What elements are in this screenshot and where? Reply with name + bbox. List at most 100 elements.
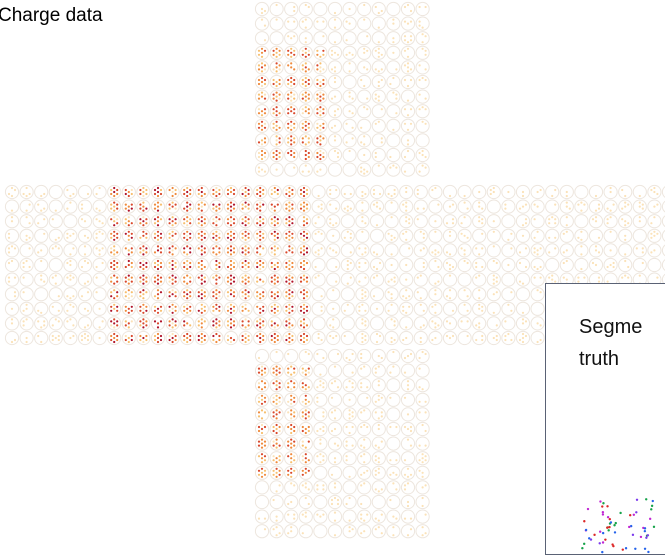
pmt (328, 452, 341, 465)
pmt (328, 148, 341, 161)
hit (388, 291, 390, 293)
hit (376, 268, 378, 270)
hit (288, 293, 290, 295)
pmt-outline (473, 331, 486, 344)
hit (128, 279, 130, 281)
pmt-outline (20, 244, 33, 257)
hit (349, 110, 351, 112)
hit (276, 52, 278, 54)
pmt (356, 288, 369, 301)
hit (201, 202, 203, 204)
pmt-outline (314, 32, 327, 45)
hit (290, 453, 292, 455)
hit (315, 277, 317, 279)
pmt (299, 495, 312, 508)
hit (264, 445, 266, 447)
pmt (210, 200, 223, 213)
hit (110, 251, 112, 253)
pmt (343, 148, 356, 161)
hit (493, 187, 495, 189)
hit (291, 233, 293, 235)
hit (55, 210, 57, 212)
hit (358, 281, 360, 283)
hit (363, 520, 365, 522)
pmt (531, 317, 544, 330)
hit (279, 532, 281, 534)
hit (361, 216, 363, 218)
hit (277, 233, 279, 235)
pmt-outline (531, 215, 544, 228)
hit (52, 218, 54, 220)
hit (407, 534, 409, 536)
hit (69, 260, 71, 262)
hit (291, 237, 293, 239)
hit (344, 335, 346, 337)
hit (37, 335, 39, 337)
hit (96, 193, 98, 195)
hit (264, 123, 266, 125)
hit (218, 339, 220, 341)
pmt (166, 331, 179, 344)
hit (264, 39, 266, 41)
hit (378, 165, 380, 167)
hit (373, 251, 375, 253)
pmt (372, 2, 385, 15)
hit (198, 291, 200, 293)
hit (142, 224, 144, 226)
hit (610, 249, 612, 251)
hit (316, 455, 318, 457)
hit (215, 279, 217, 281)
hit (322, 514, 324, 516)
hit (449, 337, 451, 339)
hit (290, 366, 292, 368)
hit (478, 191, 480, 193)
hit (26, 304, 28, 306)
hit (169, 233, 171, 235)
hit (624, 253, 626, 255)
pmt (401, 393, 414, 406)
hit (157, 341, 159, 343)
hit (175, 306, 177, 308)
hit (204, 237, 206, 239)
hit (198, 339, 200, 341)
hit (29, 193, 31, 195)
hit (198, 277, 200, 279)
pmt (20, 215, 33, 228)
hit (84, 283, 86, 285)
hit (410, 108, 412, 110)
pmt (619, 215, 632, 228)
hit (349, 70, 351, 72)
pmt-outline (516, 288, 529, 301)
hit (423, 266, 425, 268)
hit (478, 326, 480, 328)
hit (230, 187, 232, 189)
hit (650, 222, 652, 224)
pmt-outline (502, 273, 515, 286)
pmt (343, 466, 356, 479)
hit (305, 457, 307, 459)
hit (422, 505, 424, 507)
pmt (531, 273, 544, 286)
hit (271, 310, 273, 312)
hit (306, 335, 308, 337)
pmt (20, 229, 33, 242)
pmt-outline (387, 393, 400, 406)
hit (258, 167, 260, 169)
pmt (502, 244, 515, 257)
hit (175, 208, 177, 210)
hit (322, 68, 324, 70)
hit (285, 277, 287, 279)
hit (37, 222, 39, 224)
pmt (372, 61, 385, 74)
pmt (487, 185, 500, 198)
hit (81, 295, 83, 297)
pmt-outline (341, 215, 354, 228)
pmt (429, 288, 442, 301)
hit (392, 52, 394, 54)
pmt (181, 288, 194, 301)
hit (276, 100, 278, 102)
hit (293, 152, 295, 154)
hit (302, 123, 304, 125)
pmt (78, 258, 91, 271)
hit (522, 341, 524, 343)
